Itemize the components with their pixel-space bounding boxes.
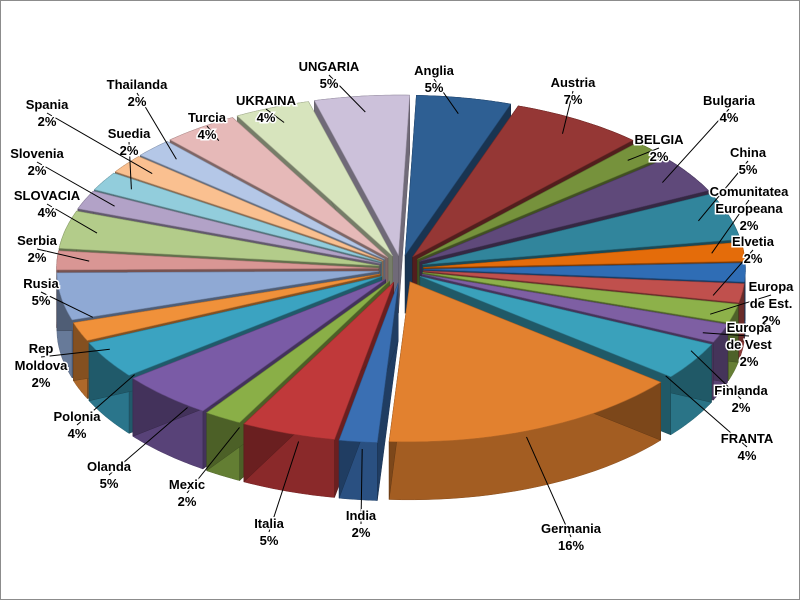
leader-line <box>46 203 98 234</box>
leader-line <box>40 291 94 318</box>
data-label-europa-de-est-: Europa de Est. 2% <box>749 279 795 328</box>
data-label-comunitatea-europeana: Comunitatea Europeana 2% <box>710 184 790 233</box>
leader-line <box>665 375 748 448</box>
data-label-ungaria: UNGARIA 5% <box>299 59 360 91</box>
pie-slice-india <box>338 282 399 501</box>
leader-line <box>712 249 754 296</box>
leader-line <box>662 108 730 183</box>
data-label-slovenia: Slovenia 2% <box>10 146 64 178</box>
leader-line <box>46 112 153 175</box>
leader-line <box>433 78 459 114</box>
data-label-olanda: Olanda 5% <box>87 459 132 491</box>
data-label-spania: Spania 2% <box>26 97 69 129</box>
data-label-ukraina: UKRAINA 4% <box>236 93 297 125</box>
leader-line <box>265 108 285 123</box>
leader-line <box>690 350 742 400</box>
leader-line <box>108 407 188 476</box>
leader-line <box>711 199 750 254</box>
leader-line <box>40 348 110 358</box>
data-label-bulgaria: Bulgaria 4% <box>703 93 756 125</box>
data-label-rusia: Rusia 5% <box>23 276 59 308</box>
leader-line <box>136 92 177 160</box>
leader-line <box>562 90 574 134</box>
data-label-austria: Austria 7% <box>551 75 597 107</box>
leader-line <box>206 125 220 142</box>
leader-line <box>268 441 300 533</box>
leader-line <box>698 160 749 222</box>
leader-line <box>627 147 660 161</box>
leader-line <box>36 161 115 207</box>
data-label-mexic: Mexic 2% <box>169 477 205 509</box>
data-label-india: India 2% <box>346 508 377 540</box>
leader-line <box>360 448 363 525</box>
data-label-italia: Italia 5% <box>254 516 284 548</box>
data-label-polonia: Polonia 4% <box>54 409 102 441</box>
leader-line <box>526 436 572 538</box>
leader-line <box>702 332 750 337</box>
data-label-slovacia: SLOVACIA 4% <box>14 188 81 220</box>
data-label-finlanda: Finlanda 2% <box>714 383 768 415</box>
data-label-rep-moldova: Rep Moldova 2% <box>15 341 68 390</box>
leader-line <box>76 374 135 426</box>
data-label-europa-de-vest: Europa de Vest 2% <box>726 320 772 369</box>
leader-line <box>36 248 90 262</box>
data-label-franta: FRANTA 4% <box>721 431 774 463</box>
leader-line <box>128 141 132 190</box>
leader-line <box>186 427 240 494</box>
leader-line <box>710 294 772 315</box>
data-label-china: China 5% <box>730 145 767 177</box>
data-label-belgia: BELGIA 2% <box>634 132 684 164</box>
data-label-turcia: Turcia 4% <box>188 110 227 142</box>
data-label-thailanda: Thailanda 2% <box>107 77 168 109</box>
pie-slice-germania <box>388 281 662 501</box>
data-label-germania: Germania 16% <box>541 521 602 553</box>
data-label-anglia: Anglia 5% <box>414 63 454 95</box>
data-label-elvetia: Elvetia 2% <box>732 234 775 266</box>
data-label-serbia: Serbia 2% <box>17 233 58 265</box>
data-label-suedia: Suedia 2% <box>108 126 151 158</box>
leader-line <box>328 74 366 113</box>
